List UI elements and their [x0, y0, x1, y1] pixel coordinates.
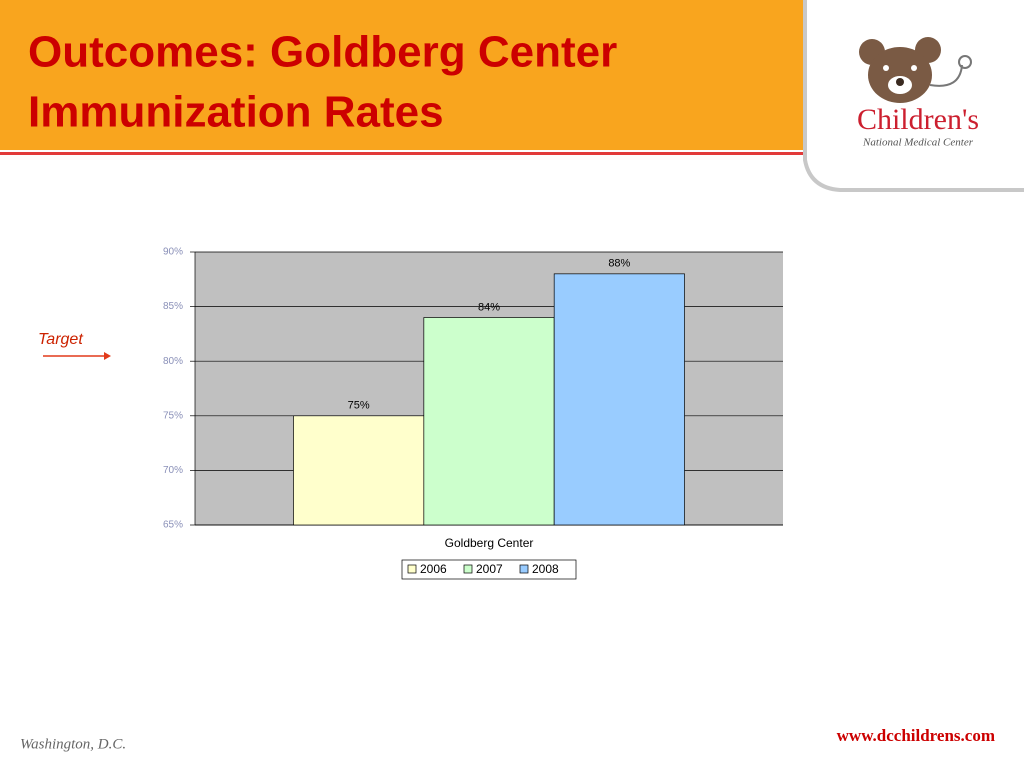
data-label: 88%: [608, 258, 630, 270]
y-tick-label: 80%: [163, 356, 183, 367]
bar: [423, 317, 555, 526]
x-tick-label: Goldberg Center: [445, 536, 534, 550]
y-tick-label: 70%: [163, 465, 183, 476]
y-tick-label: 65%: [163, 520, 183, 531]
legend-swatch: [519, 564, 529, 574]
title-bar: [0, 0, 805, 150]
y-tick-label: 85%: [163, 301, 183, 312]
legend-label: 2007: [476, 562, 503, 576]
legend-box: [401, 559, 577, 580]
logo-subtitle: National Medical Center: [862, 137, 974, 149]
legend-swatch: [463, 564, 473, 574]
data-label: 75%: [348, 400, 370, 412]
legend-swatch: [407, 564, 417, 574]
title-line: Outcomes: Goldberg Center: [28, 28, 617, 77]
legend-label: 2008: [532, 562, 559, 576]
logo-name: Children's: [857, 103, 979, 136]
footer-url: www.dcchildrens.com: [837, 726, 995, 745]
annotation: Target: [38, 331, 83, 348]
logo-bear: [859, 37, 972, 103]
title-rule: [0, 152, 805, 155]
title-line: Immunization Rates: [28, 88, 444, 137]
header-shadow: [803, 0, 1024, 192]
bar: [293, 415, 425, 526]
footer-location: Washington, D.C.: [20, 736, 126, 752]
annotation-arrowhead: [104, 352, 111, 360]
y-tick-label: 90%: [163, 247, 183, 258]
bar: [553, 273, 685, 526]
legend-label: 2006: [420, 562, 447, 576]
data-label: 84%: [478, 301, 500, 313]
y-tick-label: 75%: [163, 410, 183, 421]
